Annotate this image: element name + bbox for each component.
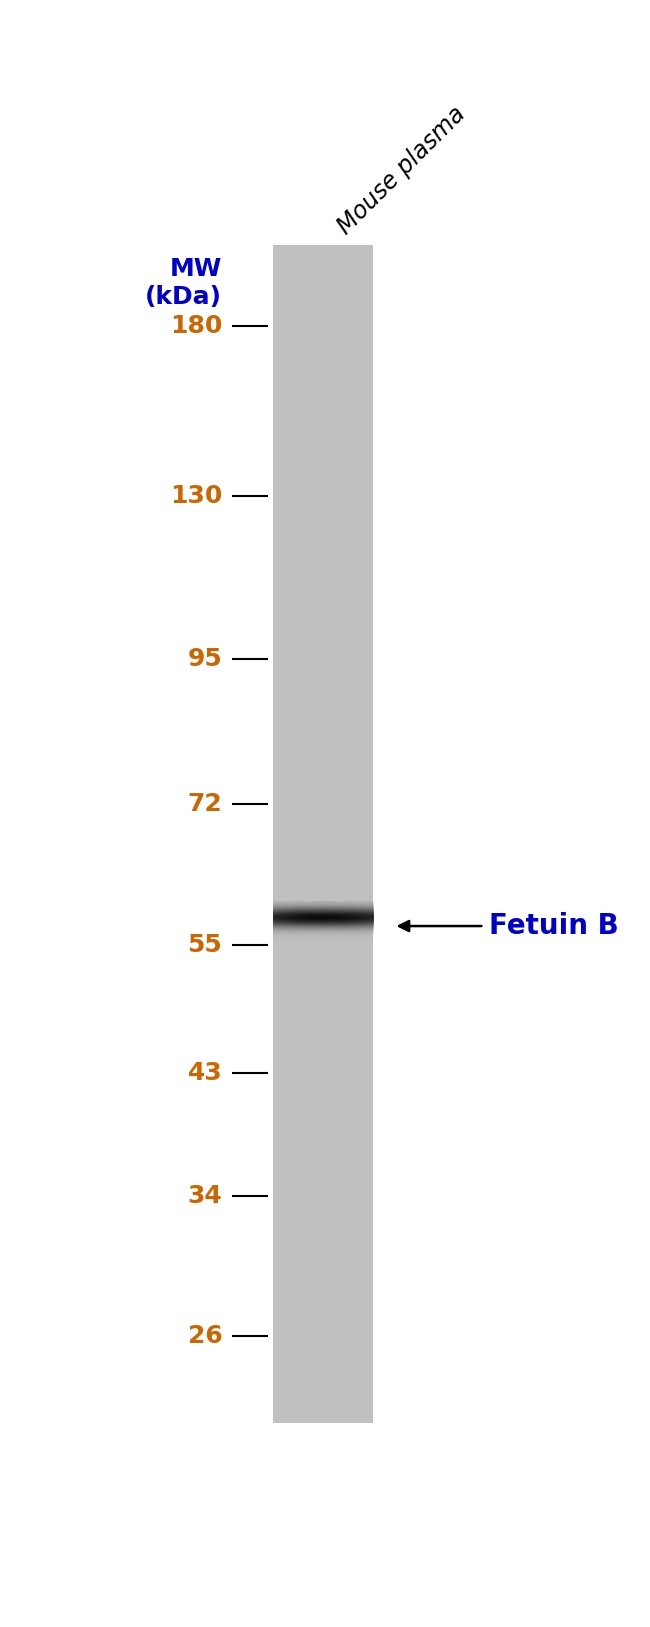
Text: 95: 95 [188,648,222,672]
Text: 130: 130 [170,483,222,508]
Text: 26: 26 [188,1324,222,1347]
Text: 55: 55 [188,932,222,957]
Text: 72: 72 [188,792,222,817]
Text: Mouse plasma: Mouse plasma [333,103,471,239]
Text: Fetuin B: Fetuin B [489,913,619,940]
Text: 180: 180 [170,314,222,338]
Text: 34: 34 [188,1184,222,1207]
Text: MW
(kDa): MW (kDa) [146,257,222,309]
Bar [273,246,373,1424]
Text: 43: 43 [188,1061,222,1085]
